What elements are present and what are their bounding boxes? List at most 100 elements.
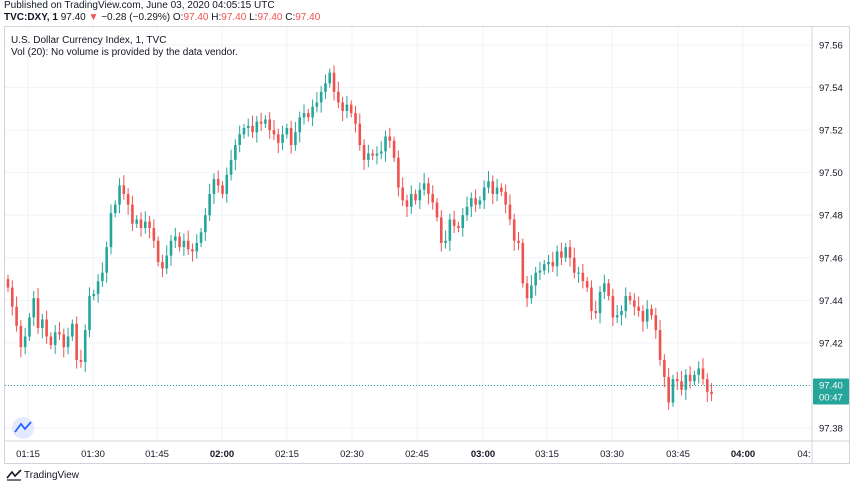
candle-body bbox=[92, 293, 96, 297]
volume-legend: Vol (20): No volume is provided by the d… bbox=[11, 47, 238, 58]
symbol-info-line: TVC:DXY, 1 97.40 ▼ −0.28 (−0.29%) O:97.4… bbox=[4, 12, 320, 24]
candle-body bbox=[337, 91, 340, 103]
candle-body bbox=[101, 272, 104, 282]
x-tick-label: 02:45 bbox=[405, 449, 429, 460]
candle-body bbox=[49, 336, 53, 346]
candle-body bbox=[182, 240, 186, 248]
candle-body bbox=[126, 193, 130, 205]
candle-body bbox=[530, 285, 533, 299]
candle-body bbox=[667, 376, 670, 403]
candle-body bbox=[470, 198, 473, 207]
candle-body bbox=[156, 240, 160, 263]
candle-body bbox=[572, 257, 576, 273]
candle-body bbox=[66, 336, 70, 348]
candle-body bbox=[688, 374, 692, 382]
candle-body bbox=[564, 247, 567, 258]
candle-body bbox=[439, 217, 443, 243]
candle-body bbox=[165, 255, 169, 269]
candle-body bbox=[131, 204, 134, 224]
candle-body bbox=[204, 215, 207, 233]
candle-body bbox=[371, 153, 374, 156]
close-label: C: bbox=[285, 12, 296, 23]
chart-legend-title: U.S. Dollar Currency Index, 1, TVC bbox=[11, 35, 167, 46]
candle-body bbox=[512, 219, 516, 241]
candle-body bbox=[36, 298, 40, 328]
candle-body bbox=[671, 379, 675, 403]
candle-body bbox=[208, 193, 211, 216]
candle-body bbox=[697, 368, 700, 375]
candle-body bbox=[517, 240, 520, 243]
candle-body bbox=[83, 330, 87, 363]
candle-body bbox=[161, 262, 164, 269]
x-tick-label: 03:00 bbox=[471, 449, 495, 460]
candle-body bbox=[457, 225, 460, 228]
candle-body bbox=[405, 200, 409, 207]
candle-body bbox=[255, 121, 259, 133]
candle-body bbox=[598, 291, 602, 314]
candle-body bbox=[465, 206, 469, 216]
y-tick-label: 97.56 bbox=[819, 41, 843, 52]
candle-body bbox=[281, 134, 284, 143]
candle-body bbox=[169, 240, 173, 256]
candle-body bbox=[79, 359, 83, 363]
candle-body bbox=[186, 240, 190, 250]
candle-body bbox=[242, 127, 246, 135]
candle-body bbox=[577, 272, 580, 274]
low-label: L: bbox=[249, 12, 258, 23]
candle-body bbox=[251, 125, 254, 133]
x-tick-label: 03:30 bbox=[600, 449, 624, 460]
candle-body bbox=[341, 102, 344, 111]
candle-body bbox=[607, 283, 610, 297]
candle-body bbox=[418, 189, 422, 201]
candle-body bbox=[525, 283, 529, 299]
candle-body bbox=[199, 232, 203, 243]
candle-body bbox=[633, 300, 636, 307]
candle-body bbox=[143, 221, 147, 228]
candle-body bbox=[345, 104, 349, 111]
candle-body bbox=[28, 317, 31, 337]
candle-body bbox=[534, 272, 537, 286]
y-tick-label: 97.44 bbox=[819, 296, 843, 307]
candle-body bbox=[551, 262, 555, 267]
candle-body bbox=[414, 193, 417, 201]
y-tick-label: 97.46 bbox=[819, 253, 843, 264]
x-tick-label: 02:00 bbox=[210, 449, 234, 460]
candle-body bbox=[289, 127, 293, 146]
candle-body bbox=[615, 315, 619, 318]
candle-body bbox=[680, 381, 683, 390]
candle-body bbox=[482, 187, 486, 201]
candle-body bbox=[538, 270, 542, 273]
candle-body bbox=[122, 185, 126, 194]
candle-body bbox=[684, 374, 688, 390]
candle-body bbox=[452, 219, 456, 226]
candle-body bbox=[675, 379, 679, 382]
candle-body bbox=[148, 221, 151, 228]
candle-body bbox=[448, 219, 452, 241]
candle-body bbox=[75, 323, 78, 360]
candle-body bbox=[238, 134, 241, 146]
candle-body bbox=[324, 83, 327, 92]
open-label: O: bbox=[172, 12, 184, 23]
last-price: 97.40 bbox=[60, 12, 86, 23]
candle-body bbox=[375, 153, 379, 156]
candle-body bbox=[71, 323, 74, 337]
candle-body bbox=[135, 219, 138, 224]
candle-body bbox=[491, 181, 495, 194]
candle-body bbox=[474, 198, 477, 205]
y-tick-label: 97.48 bbox=[819, 211, 843, 222]
y-tick-label: 97.52 bbox=[819, 126, 843, 137]
candle-body bbox=[555, 251, 559, 267]
candle-body bbox=[15, 306, 18, 326]
candle-body bbox=[178, 236, 181, 248]
candle-body bbox=[654, 315, 658, 331]
candle-body bbox=[581, 272, 585, 282]
high-label: H: bbox=[211, 12, 222, 23]
candle-body bbox=[508, 204, 512, 220]
candle-body bbox=[319, 91, 323, 103]
x-tick-label: 02:30 bbox=[340, 449, 364, 460]
candle-body bbox=[294, 132, 297, 146]
candle-body bbox=[19, 325, 23, 348]
candle-body bbox=[105, 247, 108, 273]
candle-body bbox=[560, 251, 563, 258]
